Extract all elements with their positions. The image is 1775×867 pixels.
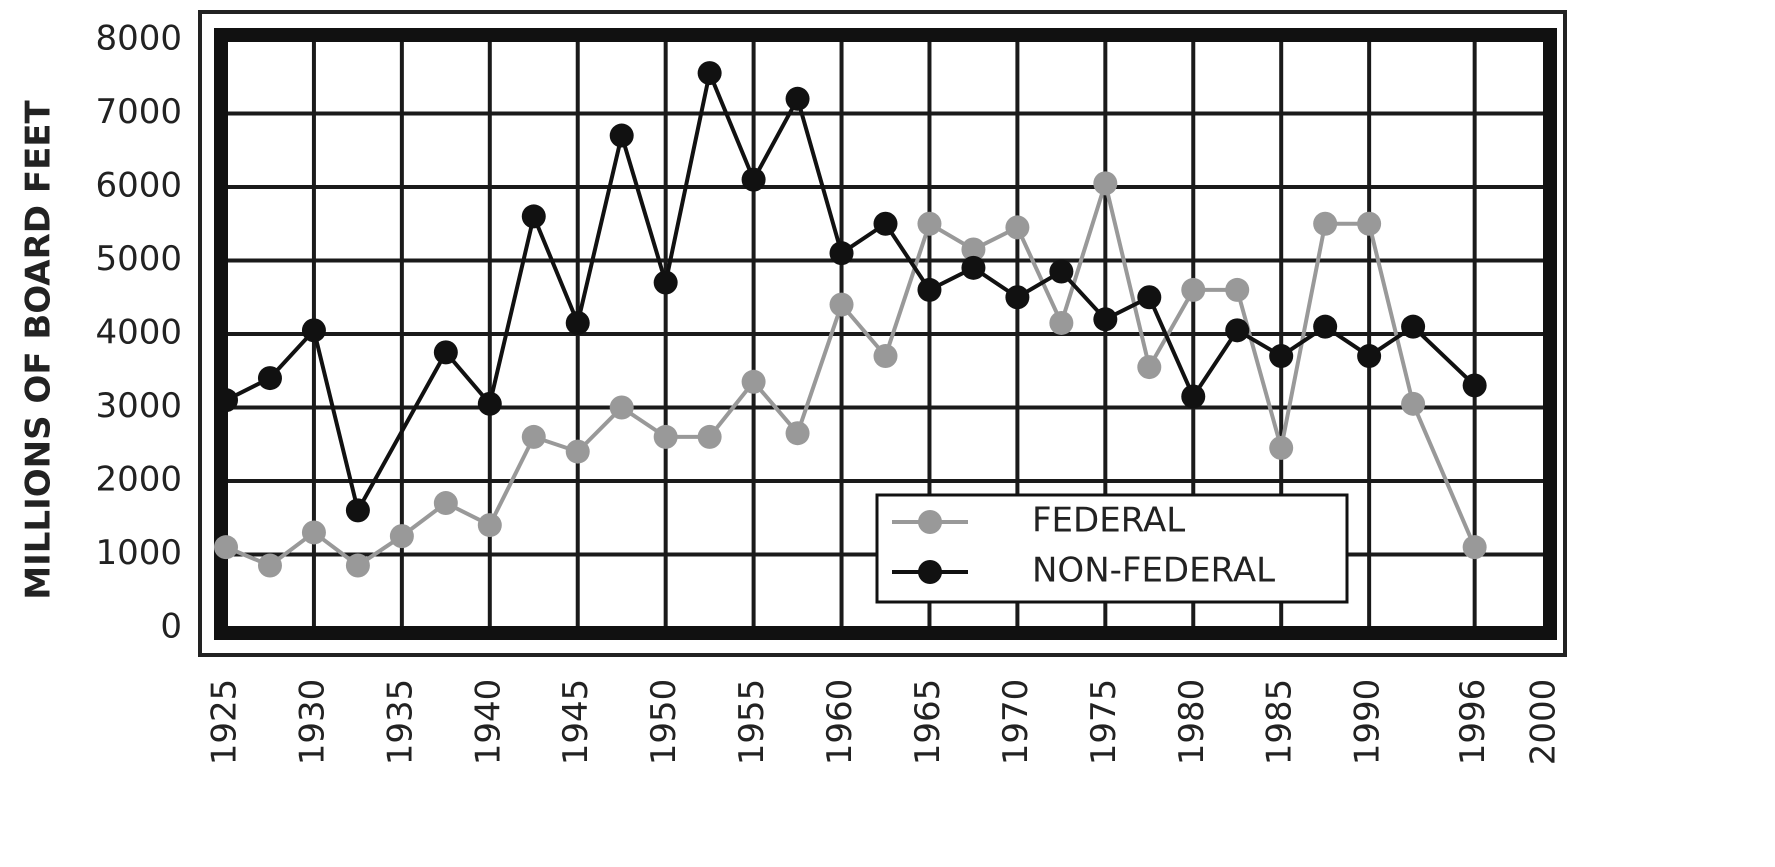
legend-label: FEDERAL <box>1032 501 1185 541</box>
data-point <box>741 369 766 394</box>
x-tick-label: 2000 <box>1524 679 1564 766</box>
data-point <box>1137 285 1162 310</box>
x-tick-label: 1940 <box>468 679 508 766</box>
data-point <box>1462 373 1487 398</box>
data-point <box>565 439 590 464</box>
data-point <box>741 167 766 192</box>
data-point <box>214 535 238 560</box>
x-tick-label: 1975 <box>1084 679 1124 766</box>
data-point <box>1049 310 1074 335</box>
data-point <box>653 270 678 295</box>
data-point <box>521 204 546 229</box>
data-point <box>1093 171 1118 196</box>
plot-border <box>214 28 1557 640</box>
data-point <box>1401 391 1426 416</box>
data-point <box>1005 215 1030 240</box>
data-point <box>1462 535 1487 560</box>
data-point <box>609 123 634 148</box>
y-tick-label: 5000 <box>95 239 182 279</box>
data-point <box>1181 384 1206 409</box>
data-point <box>873 211 898 236</box>
data-point <box>433 340 458 365</box>
data-point <box>1181 277 1206 302</box>
legend-box <box>875 493 1349 604</box>
data-point <box>1269 344 1294 369</box>
y-tick-label: 3000 <box>95 386 182 426</box>
data-point <box>917 211 942 236</box>
legend-marker <box>918 560 942 584</box>
data-point <box>697 424 722 449</box>
data-point <box>257 553 282 578</box>
data-point <box>1049 259 1074 284</box>
x-tick-label: 1945 <box>556 679 596 766</box>
data-point <box>873 344 898 369</box>
data-point <box>565 310 590 335</box>
data-point <box>1357 344 1382 369</box>
data-point <box>257 366 282 391</box>
data-point <box>1005 285 1030 310</box>
y-tick-label: 2000 <box>95 460 182 500</box>
data-point <box>301 520 326 545</box>
x-tick-label: 1990 <box>1348 679 1388 766</box>
data-point <box>1401 314 1426 339</box>
data-point <box>214 388 238 413</box>
data-point <box>521 424 546 449</box>
data-point <box>917 277 942 302</box>
y-tick-label: 6000 <box>95 166 182 206</box>
data-point <box>1269 435 1294 460</box>
data-point <box>345 498 370 523</box>
data-point <box>829 241 854 266</box>
x-tick-label: 1980 <box>1172 679 1212 766</box>
series-line <box>225 66 1477 516</box>
data-point <box>1225 318 1250 343</box>
x-tick-label: 1950 <box>644 679 684 766</box>
data-point <box>433 491 458 516</box>
legend-label: NON-FEDERAL <box>1032 551 1275 591</box>
data-point <box>345 553 370 578</box>
y-axis-label: MILLIONS OF BOARD FEET <box>19 99 59 599</box>
data-point <box>1093 307 1118 332</box>
data-point <box>1313 314 1338 339</box>
data-point <box>785 86 810 111</box>
data-point <box>1313 211 1338 236</box>
data-point <box>961 255 986 280</box>
data-point <box>961 237 986 262</box>
data-point <box>1225 277 1250 302</box>
x-tick-label: 1985 <box>1260 679 1300 766</box>
data-point <box>829 292 854 317</box>
data-point <box>477 391 502 416</box>
data-point <box>477 513 502 538</box>
data-point <box>785 421 810 446</box>
x-tick-label: 1935 <box>380 679 420 766</box>
data-point <box>389 524 414 549</box>
legend: FEDERAL NON-FEDERAL <box>875 493 1349 604</box>
y-tick-label: 4000 <box>95 313 182 353</box>
x-tick-label: 1970 <box>996 679 1036 766</box>
series-layer <box>214 61 1487 578</box>
data-point <box>653 424 678 449</box>
data-point <box>301 318 326 343</box>
y-tick-label: 8000 <box>95 19 182 59</box>
y-tick-label: 7000 <box>95 92 182 132</box>
legend-marker <box>918 510 942 534</box>
x-tick-label: 1955 <box>732 679 772 766</box>
x-tick-label: 1996 <box>1453 679 1493 766</box>
data-point <box>1137 355 1162 380</box>
data-point <box>609 395 634 420</box>
data-point <box>697 61 722 86</box>
y-tick-label: 1000 <box>95 533 182 573</box>
y-tick-label: 0 <box>160 607 182 647</box>
x-tick-label: 1965 <box>908 679 948 766</box>
x-tick-label: 1930 <box>292 679 332 766</box>
x-tick-label: 1925 <box>205 679 245 766</box>
data-point <box>1357 211 1382 236</box>
x-tick-label: 1960 <box>820 679 860 766</box>
